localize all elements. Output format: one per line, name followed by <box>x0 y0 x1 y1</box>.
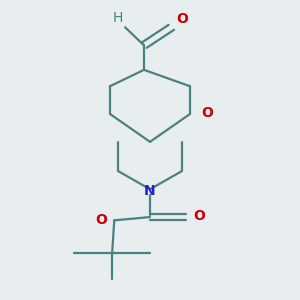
Text: N: N <box>144 184 156 198</box>
Text: O: O <box>202 106 214 120</box>
Text: O: O <box>176 12 188 26</box>
Text: O: O <box>95 213 107 227</box>
Text: O: O <box>193 209 205 224</box>
Text: H: H <box>112 11 123 25</box>
